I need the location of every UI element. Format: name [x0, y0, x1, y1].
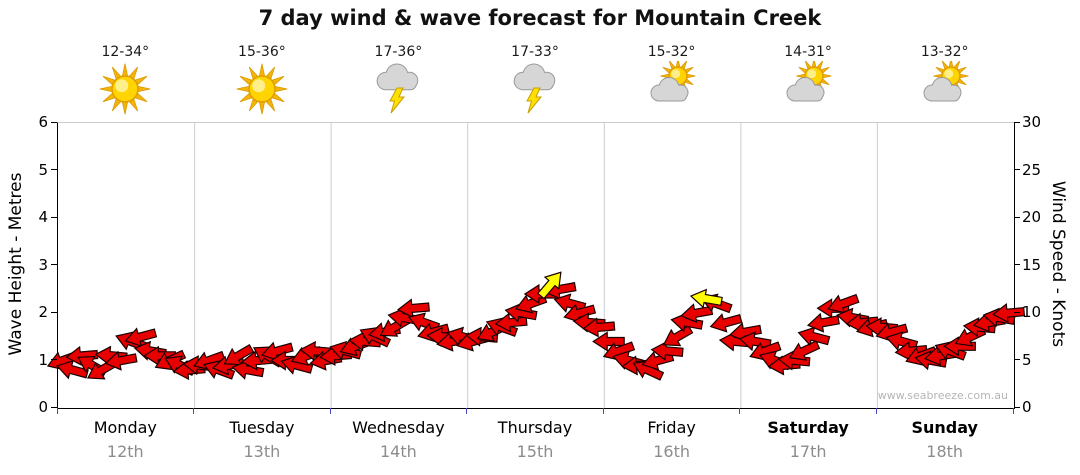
wind-arrow	[143, 345, 177, 366]
x-axis-tick	[193, 408, 195, 414]
wind-arrow	[689, 288, 723, 309]
day-date-label: 13th	[243, 442, 281, 461]
left-axis-tick-label: 0	[38, 398, 48, 416]
x-axis-tick	[56, 408, 58, 414]
right-axis-tick	[1014, 311, 1020, 313]
wind-arrow	[650, 340, 684, 361]
wind-arrow	[104, 350, 138, 371]
wind-arrow	[709, 313, 743, 333]
wind-arrow	[124, 327, 158, 347]
day-date-label: 12th	[106, 442, 144, 461]
day-name-label: Thursday	[497, 418, 573, 437]
x-axis-tick	[602, 408, 604, 414]
wind-arrow	[537, 271, 562, 300]
right-axis-label: Wind Speed - Knots	[1048, 180, 1068, 348]
wind-arrow-chart	[46, 123, 1026, 408]
day-date-label: 16th	[653, 442, 690, 461]
temperature-range-label: 14-31°	[784, 44, 832, 60]
wind-arrow	[806, 312, 840, 333]
wind-arrow	[504, 302, 538, 323]
watermark: www.seabreeze.com.au	[877, 389, 1008, 402]
right-axis-tick-label: 0	[1022, 398, 1032, 416]
wind-arrow	[632, 360, 665, 381]
x-axis-tick	[1012, 408, 1014, 414]
x-axis-tick	[466, 408, 468, 414]
wind-arrow	[553, 293, 587, 313]
right-axis-tick	[1014, 121, 1020, 123]
left-axis-tick	[51, 311, 57, 313]
wind-arrow	[738, 331, 772, 352]
wind-arrow	[592, 331, 625, 352]
wind-arrow	[231, 359, 265, 380]
left-axis-tick	[51, 406, 57, 408]
left-axis-tick	[51, 264, 57, 265]
day-date-label: 18th	[926, 442, 964, 461]
wind-arrow	[662, 325, 694, 347]
left-axis-tick-label: 6	[38, 113, 48, 131]
partly-cloudy-icon	[776, 58, 840, 117]
plot-area: www.seabreeze.com.au	[46, 122, 1026, 409]
right-axis-tick-label: 10	[1022, 303, 1042, 321]
wind-arrow	[280, 355, 314, 375]
left-axis-tick	[51, 216, 57, 218]
left-axis-tick-label: 3	[38, 255, 48, 274]
wind-arrow	[777, 350, 811, 371]
right-axis-tick-label: 15	[1022, 255, 1042, 274]
temperature-range-label: 15-32°	[647, 44, 696, 60]
left-axis-tick	[51, 169, 57, 170]
sunny-icon	[230, 61, 294, 117]
left-axis-tick	[51, 121, 57, 123]
temperature-range-label: 17-33°	[511, 44, 559, 60]
wind-arrow	[992, 303, 1026, 324]
right-axis-tick	[1014, 359, 1020, 360]
left-axis-tick-label: 5	[38, 160, 48, 179]
day-name-label: Tuesday	[229, 418, 295, 437]
temperature-range-label: 17-36°	[374, 44, 423, 60]
sunny-icon	[93, 61, 157, 117]
x-axis-tick	[329, 408, 331, 414]
wind-arrow	[396, 298, 430, 319]
wind-arrow	[260, 341, 294, 362]
storm-icon	[366, 61, 430, 117]
wind-arrow	[670, 312, 704, 333]
partly-cloudy-icon	[640, 58, 704, 117]
right-axis-tick-label: 25	[1022, 160, 1042, 179]
wind-arrow	[788, 340, 821, 361]
right-axis-tick	[1014, 406, 1020, 408]
right-axis-tick	[1014, 169, 1020, 170]
day-date-label: 15th	[516, 442, 554, 461]
wind-arrow	[943, 336, 976, 357]
temperature-range-label: 15-36°	[238, 44, 286, 60]
right-axis-tick	[1014, 264, 1020, 265]
day-name-label: Monday	[93, 418, 157, 437]
chart-title: 7 day wind & wave forecast for Mountain …	[258, 6, 822, 30]
right-axis-tick	[1014, 216, 1020, 218]
day-name-label: Wednesday	[352, 418, 445, 437]
x-axis-tick	[739, 408, 741, 414]
left-axis-tick-label: 4	[38, 208, 48, 226]
temperature-range-label: 13-32°	[920, 44, 969, 60]
x-axis-tick	[875, 408, 877, 414]
wind-arrow	[582, 317, 616, 338]
storm-icon	[503, 61, 567, 117]
day-date-label: 17th	[789, 442, 827, 461]
left-axis-tick-label: 1	[38, 350, 48, 369]
day-name-label: Saturday	[767, 418, 849, 437]
wind-arrow	[827, 293, 860, 314]
day-date-label: 14th	[380, 442, 417, 461]
right-axis-tick-label: 20	[1022, 208, 1042, 226]
right-axis-tick-label: 30	[1022, 113, 1042, 131]
left-axis-tick-label: 2	[38, 303, 48, 321]
left-axis-tick	[51, 359, 57, 360]
right-axis-tick-label: 5	[1022, 350, 1032, 369]
wind-arrow	[797, 326, 831, 347]
day-name-label: Friday	[647, 418, 696, 437]
wind-arrow	[223, 344, 255, 366]
left-axis-label: Wave Height - Metres	[6, 172, 26, 356]
partly-cloudy-icon	[913, 58, 977, 117]
day-name-label: Sunday	[911, 418, 978, 437]
temperature-range-label: 12-34°	[101, 44, 150, 60]
wind-arrow	[407, 312, 441, 333]
